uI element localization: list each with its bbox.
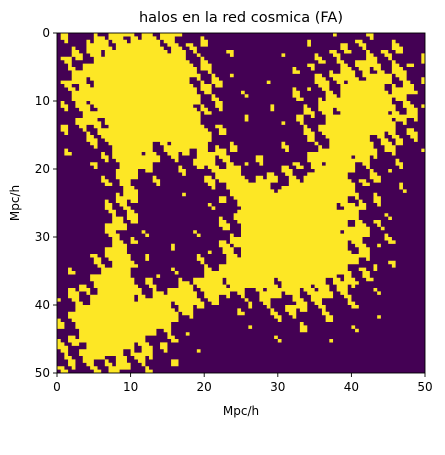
x-tick-label: 30 [270,380,285,394]
y-axis-label: Mpc/h [8,185,22,221]
y-tick-label: 50 [35,366,50,380]
chart-title: halos en la red cosmica (FA) [139,10,343,26]
y-tick-label: 40 [35,298,50,312]
y-tick-label: 10 [35,94,50,108]
x-tick-label: 40 [344,380,359,394]
x-tick-label: 10 [123,380,138,394]
x-axis: 0 10 20 30 40 50 [53,373,433,394]
y-axis: 0 10 20 30 40 50 [35,26,57,380]
x-axis-label: Mpc/h [223,404,259,418]
halo-mask [57,33,425,373]
plot-area [57,33,425,373]
halo-layer [57,33,425,373]
x-tick-label: 50 [417,380,432,394]
y-tick-label: 0 [42,26,50,40]
y-tick-label: 30 [35,230,50,244]
y-tick-label: 20 [35,162,50,176]
x-tick-label: 20 [197,380,212,394]
axes-frame [56,32,426,374]
x-tick-label: 0 [53,380,61,394]
